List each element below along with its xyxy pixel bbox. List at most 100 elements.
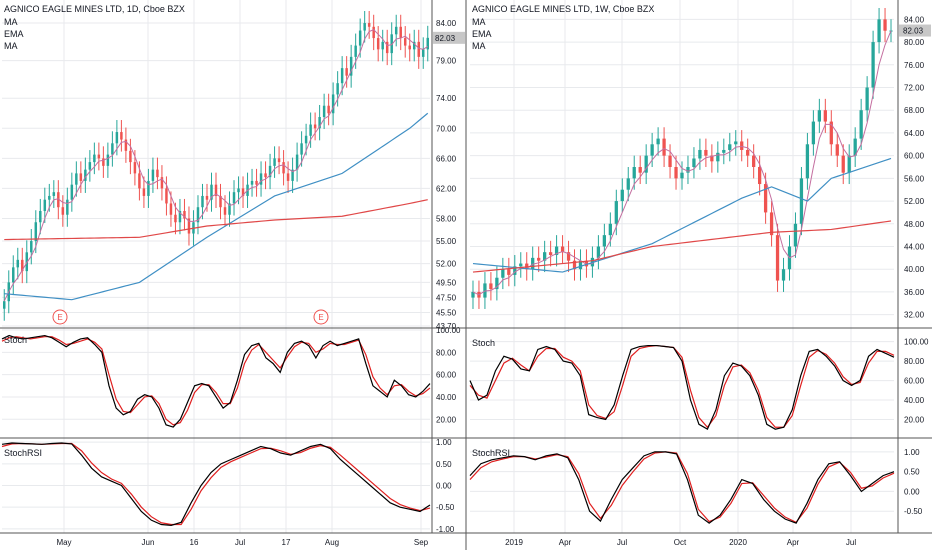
candle [84,157,87,193]
stoch-d-line [1,336,431,426]
candle [210,172,213,212]
stoch-d-line [469,344,895,429]
candle-body [531,257,535,270]
price-axis-tick: 52.00 [436,260,457,269]
candle-body [372,26,375,39]
candle [291,157,294,193]
stochrsi-d-line [1,442,431,526]
stochrsi-axis-tick: 0.00 [436,482,452,491]
right-chart-title: AGNICO EAGLE MINES LTD, 1W, Cboe BZX [472,4,654,14]
candle [142,176,146,208]
candle [313,112,317,141]
candle [865,76,869,122]
candle-body [674,167,678,179]
candle [93,142,96,175]
candle [61,195,65,227]
candle-body [426,37,429,50]
price-axis-tick: 44.00 [904,243,925,252]
candle-body [309,124,312,136]
stoch-k-line [469,344,895,431]
candle [183,198,186,231]
candle-body [614,201,618,224]
candle [232,180,236,216]
candle [859,98,863,150]
time-axis-tick: Apr [787,538,800,547]
price-axis-tick: 45.50 [436,308,457,317]
candle-body [25,252,29,272]
price-axis-tick: 58.00 [436,214,457,223]
candle-body [66,199,69,215]
candle [531,246,535,281]
candle [349,44,353,88]
stoch-axis-tick: 80.00 [436,348,457,357]
candle-body [201,195,204,208]
candle-body [835,144,839,156]
candle [686,155,690,185]
candle [572,249,577,281]
time-axis-tick: Sep [414,538,429,547]
candle-body [847,155,851,173]
candle [656,127,660,156]
ma-long-line [472,220,892,273]
stochrsi-axis-tick: 1.00 [436,438,452,447]
candle [129,138,132,175]
candle-body [102,158,105,166]
stoch-axis-tick: 40.00 [904,396,925,405]
earnings-marker[interactable]: E [52,309,68,325]
earnings-marker[interactable]: E [313,309,329,325]
price-axis-tick: 32.00 [904,311,925,320]
stoch-axis-tick: 60.00 [436,371,457,380]
candle [650,132,654,167]
candle [259,161,263,197]
candle-body [560,246,565,253]
candle [757,155,762,196]
candle-body [300,143,303,155]
candle-body [548,252,553,256]
candle-body [740,141,744,150]
candle [841,144,845,185]
time-axis-tick: May [56,538,71,547]
candle-body [241,188,245,196]
candle-body [644,155,648,173]
candle [871,30,875,99]
candle [394,14,398,47]
stoch-axis-tick: 80.00 [904,357,925,366]
candle [471,280,475,309]
candle [495,266,499,301]
candle-body [57,192,60,208]
candle [519,252,523,278]
candle [178,198,182,235]
candle [823,98,827,133]
candle [286,161,290,193]
candle-body [133,162,137,174]
stoch-axis-tick: 100.00 [436,326,461,335]
candle-body [584,260,589,267]
candle [817,98,821,133]
ma-short-line [472,30,892,296]
stochrsi-axis-tick: -0.50 [436,503,455,512]
candle [513,255,517,287]
candle-body [877,19,881,43]
candle-body [417,41,420,57]
price-axis-tick: 79.00 [436,57,457,66]
candle [25,240,29,284]
candle-body [883,19,887,31]
candle [345,56,348,88]
candle [537,246,541,273]
candle [156,157,159,190]
candle-body [178,210,182,223]
candle-body [156,169,159,178]
candle [196,195,200,235]
candle [769,201,774,247]
candle [805,132,810,190]
candle-body [698,149,702,159]
left-stochrsi-label: StochRSI [4,448,42,458]
candle-body [237,188,240,193]
candle-body [602,235,607,247]
candle [385,29,389,66]
candle-body [286,173,290,181]
candle-body [513,266,517,275]
right-legend-ema: EMA [472,29,492,39]
candle [241,176,245,208]
candle-body [322,105,326,118]
